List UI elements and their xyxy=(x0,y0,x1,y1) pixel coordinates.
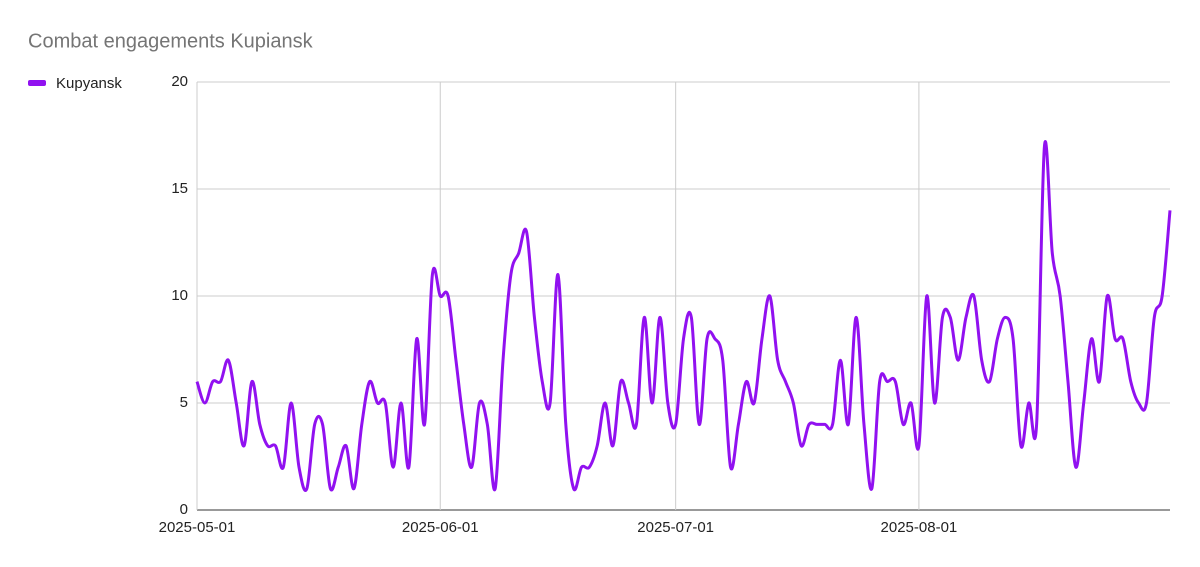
y-tick-label: 10 xyxy=(171,287,188,304)
x-tick-label: 2025-05-01 xyxy=(159,519,236,536)
y-tick-label: 15 xyxy=(171,180,188,197)
chart-title: Combat engagements Kupiansk xyxy=(28,30,314,52)
y-tick-label: 20 xyxy=(171,73,188,90)
legend-label: Kupyansk xyxy=(56,75,122,92)
y-tick-label: 0 xyxy=(180,501,188,518)
x-tick-label: 2025-06-01 xyxy=(402,519,479,536)
x-tick-label: 2025-07-01 xyxy=(637,519,714,536)
y-tick-label: 5 xyxy=(180,394,188,411)
x-tick-label: 2025-08-01 xyxy=(881,519,958,536)
legend-swatch xyxy=(28,80,46,86)
series-line xyxy=(195,140,1172,492)
